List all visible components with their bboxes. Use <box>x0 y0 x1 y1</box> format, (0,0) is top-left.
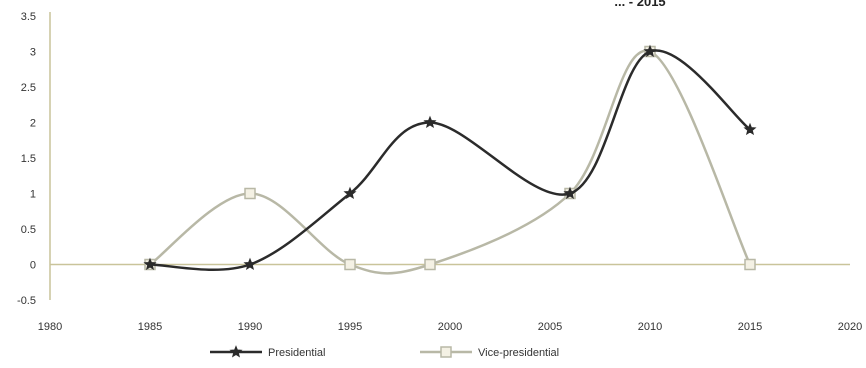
x-axis-ticks: 1980 1985 1990 1995 2000 2005 2010 2015 2020 <box>38 321 862 333</box>
data-point <box>743 122 757 136</box>
y-tick-label: -0.5 <box>17 295 36 307</box>
legend-label: Vice-presidential <box>478 347 559 359</box>
chart-series <box>143 44 757 275</box>
series-1 <box>144 45 756 275</box>
data-point <box>243 257 257 271</box>
y-tick-label: 0.5 <box>21 224 36 236</box>
y-tick-label: 2 <box>30 118 36 130</box>
x-tick-label: 2015 <box>738 321 762 333</box>
x-tick-label: 1980 <box>38 321 62 333</box>
data-point <box>744 258 756 271</box>
data-point <box>344 258 356 271</box>
x-tick-label: 2020 <box>838 321 862 333</box>
y-tick-label: 3.5 <box>21 11 36 23</box>
x-tick-label: 2010 <box>638 321 662 333</box>
x-tick-label: 1990 <box>238 321 262 333</box>
data-point <box>643 44 657 58</box>
chart-title: ... - 2015 <box>614 0 665 9</box>
legend-marker <box>229 345 243 358</box>
y-tick-label: 1.5 <box>21 153 36 165</box>
x-tick-label: 1985 <box>138 321 162 333</box>
series-line <box>149 49 751 271</box>
legend-label: Presidential <box>268 347 325 359</box>
legend-item: Presidential <box>210 345 325 359</box>
y-tick-label: 2.5 <box>21 82 36 94</box>
data-point <box>424 258 436 271</box>
y-axis-ticks: -0.5 0 0.5 1 1.5 2 2.5 3 3.5 <box>17 11 36 307</box>
x-tick-label: 2000 <box>438 321 462 333</box>
legend-marker <box>440 346 452 358</box>
chart-legend: Presidential Vice-presidential <box>210 345 559 359</box>
data-point <box>423 115 437 129</box>
series-0 <box>143 44 757 271</box>
legend-item: Vice-presidential <box>420 346 559 359</box>
y-tick-label: 0 <box>30 260 36 272</box>
y-tick-label: 3 <box>30 47 36 59</box>
data-point <box>244 187 256 200</box>
y-tick-label: 1 <box>30 189 36 201</box>
data-point <box>143 257 157 271</box>
series-line <box>149 49 752 275</box>
x-tick-label: 1995 <box>338 321 362 333</box>
data-point <box>563 186 577 200</box>
x-tick-label: 2005 <box>538 321 562 333</box>
data-point <box>343 186 357 200</box>
chart-axes <box>49 12 850 300</box>
